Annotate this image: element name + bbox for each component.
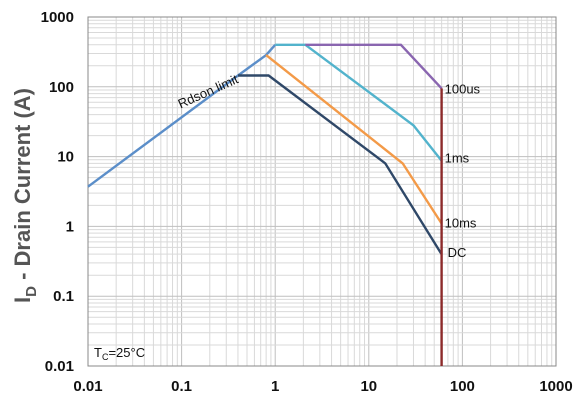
y-tick-label: 1 (66, 218, 74, 235)
y-axis-label: ID - Drain Current (A) (10, 88, 40, 303)
x-tick-label: 1000 (539, 378, 572, 395)
case-temperature-label: TC=25°C (94, 345, 145, 362)
x-tick-label: 10 (360, 378, 377, 395)
rdson-limit-label: Rdson limit (176, 71, 241, 111)
y-tick-label: 100 (49, 79, 74, 96)
x-tick-label: 0.01 (73, 378, 102, 395)
y-tick-label: 1000 (41, 9, 74, 26)
series-lines (87, 43, 443, 366)
y-tick-label: 0.01 (45, 358, 74, 375)
x-tick-label: 1 (271, 378, 279, 395)
y-tick-label: 10 (57, 149, 74, 166)
grid-lines (87, 17, 556, 367)
series-dc (238, 74, 443, 255)
y-tick-label: 0.1 (53, 288, 74, 305)
label-dc: DC (448, 245, 467, 260)
series-100us (305, 43, 443, 90)
plot-frame (87, 16, 557, 367)
series-1ms (275, 43, 443, 162)
x-tick-label: 0.1 (171, 378, 192, 395)
label-10ms: 10ms (445, 216, 477, 231)
axis-tick-labels: 0.01 0.1 1 10 100 1000 0.01 0.1 1 10 100 1000 (41, 9, 573, 395)
label-1ms: 1ms (445, 151, 470, 166)
label-100us: 100us (445, 81, 481, 96)
series-10ms (265, 54, 443, 225)
series-rdson-limit (87, 44, 277, 188)
x-tick-label: 100 (450, 378, 475, 395)
